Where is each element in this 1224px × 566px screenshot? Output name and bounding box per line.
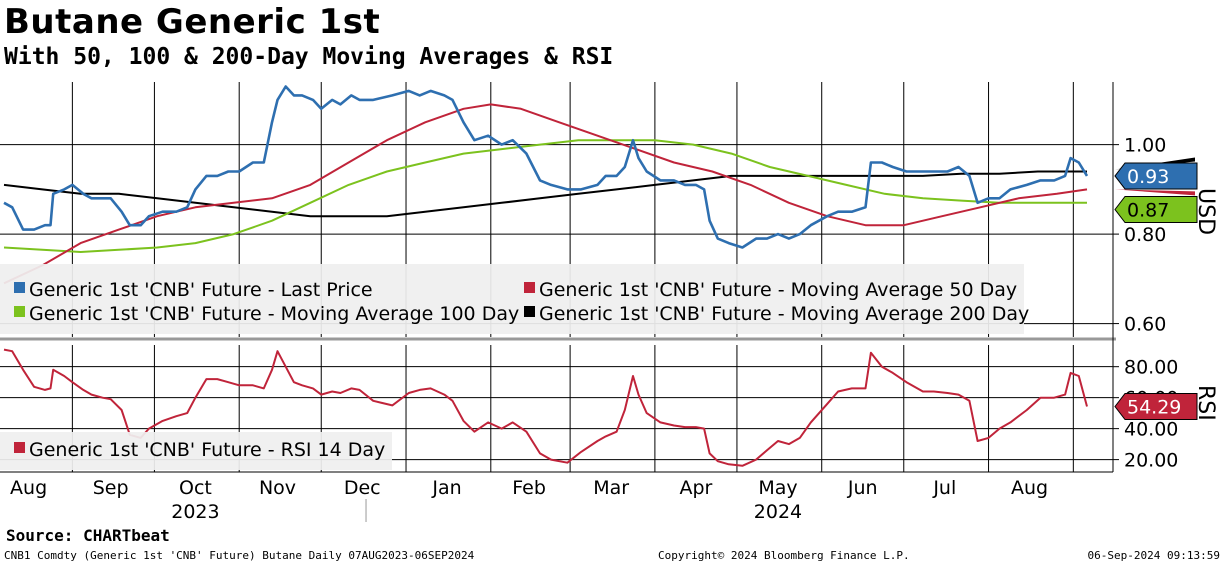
price-legend-box — [0, 264, 1024, 334]
legend-swatch — [14, 306, 25, 317]
legend-swatch — [14, 282, 25, 293]
chart-title: Butane Generic 1st — [4, 2, 381, 42]
source-label: Source: CHARTbeat — [6, 526, 170, 545]
x-month-label: Oct — [179, 477, 212, 499]
x-month-label: Sep — [93, 477, 129, 499]
footer-timestamp: 06-Sep-2024 09:13:59 — [1087, 549, 1220, 562]
x-month-label: Aug — [10, 477, 47, 499]
rsi-y-tick-label: 40.00 — [1124, 419, 1178, 441]
rsi-y-tick-label: 80.00 — [1124, 357, 1178, 379]
legend-swatch — [14, 442, 25, 453]
x-month-label: Apr — [679, 477, 712, 499]
x-month-label: Jul — [932, 477, 956, 499]
price-y-tick-label: 0.80 — [1124, 224, 1166, 246]
ma50-line — [3, 103, 1088, 285]
price-y-tick-label: 1.00 — [1124, 135, 1166, 157]
ma100-value-label: 0.87 — [1127, 200, 1169, 222]
x-month-label: Aug — [1011, 477, 1048, 499]
ma200-line — [3, 170, 1087, 218]
ma50-tag — [1115, 189, 1195, 196]
x-month-label: Nov — [259, 477, 296, 499]
x-month-label: Jan — [431, 477, 461, 499]
legend-swatch — [524, 282, 535, 293]
x-month-label: Jun — [847, 477, 878, 499]
legend-label: Generic 1st 'CNB' Future - Moving Averag… — [29, 303, 519, 325]
rsi-tag — [1114, 393, 1198, 421]
last-price-tag — [1114, 162, 1198, 190]
rsi-value-label: 54.29 — [1127, 397, 1181, 419]
ma100-line — [3, 139, 1087, 253]
footer-security-info: CNB1 Comdty (Generic 1st 'CNB' Future) B… — [4, 549, 475, 562]
price-y-tick-label: 0.60 — [1124, 314, 1166, 336]
x-year-label: 2024 — [754, 501, 802, 523]
rsi-legend-box — [0, 432, 392, 470]
rsi-line — [3, 348, 1088, 467]
last-price-line — [3, 85, 1089, 249]
x-month-label: May — [758, 477, 797, 499]
legend-label: Generic 1st 'CNB' Future - Moving Averag… — [539, 279, 1017, 301]
legend-swatch — [524, 306, 535, 317]
x-month-label: Feb — [512, 477, 546, 499]
chart-subtitle: With 50, 100 & 200-Day Moving Averages &… — [4, 44, 614, 70]
last-price-value-label: 0.93 — [1127, 166, 1169, 188]
ma100-tag — [1114, 196, 1198, 223]
x-year-label: 2023 — [171, 501, 219, 523]
x-month-label: Dec — [344, 477, 381, 499]
legend-label: Generic 1st 'CNB' Future - Last Price — [29, 279, 373, 301]
footer-copyright: Copyright© 2024 Bloomberg Finance L.P. — [658, 549, 910, 562]
legend-label: Generic 1st 'CNB' Future - Moving Averag… — [539, 303, 1029, 325]
x-month-label: Mar — [593, 477, 629, 499]
legend-label: Generic 1st 'CNB' Future - RSI 14 Day — [29, 439, 385, 461]
rsi-y-tick-label: 20.00 — [1124, 450, 1178, 472]
